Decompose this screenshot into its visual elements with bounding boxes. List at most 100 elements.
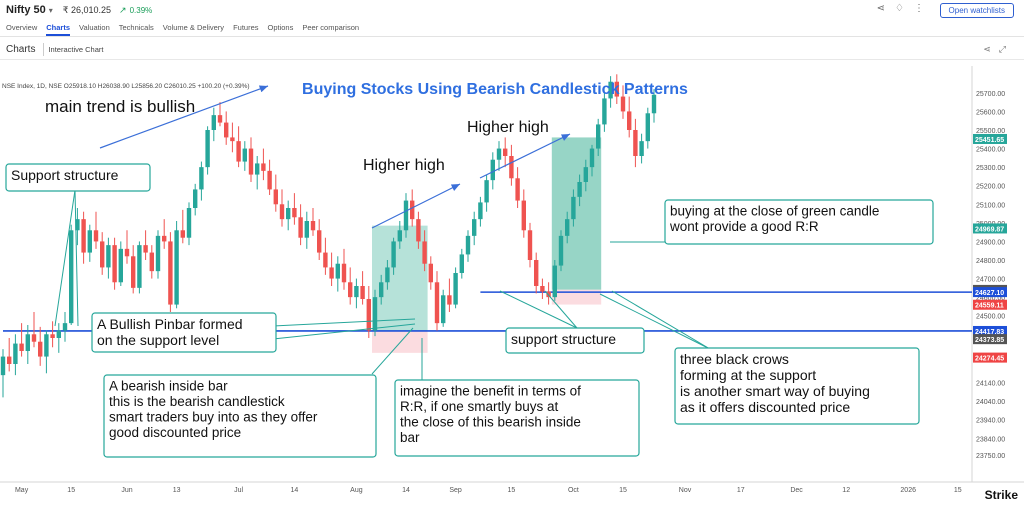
- candle-body: [434, 282, 440, 324]
- candle-body: [304, 221, 309, 238]
- candle-body: [546, 291, 551, 298]
- price-label-bg: [973, 299, 1007, 310]
- connector-support-right-1: [544, 290, 578, 329]
- candle-body: [447, 295, 452, 305]
- candle-body: [273, 189, 278, 205]
- candle-body: [540, 286, 545, 292]
- connector-crows-1: [599, 293, 711, 350]
- green-candle-rr-box-frame: [664, 199, 934, 245]
- x-tick-label: 14: [291, 487, 299, 494]
- three-black-crows-box-line: forming at the support: [680, 367, 816, 383]
- candle-body: [7, 356, 12, 364]
- candle-body: [633, 130, 638, 156]
- three-black-crows-box-line: three black crows: [680, 351, 789, 367]
- benefit-rr-box-line: R:R, if one smartly buys at: [400, 399, 559, 414]
- price-label-bg: [973, 325, 1007, 336]
- candle-body: [13, 343, 18, 364]
- candle-body: [645, 113, 650, 142]
- tab-overview[interactable]: Overview: [6, 23, 38, 32]
- y-tick-label: 24800.00: [976, 258, 1005, 265]
- candle-body: [459, 254, 464, 273]
- share-icon[interactable]: ⋖: [876, 3, 886, 14]
- tab-peer-comparison[interactable]: Peer comparison: [302, 23, 360, 32]
- three-black-crows-box-line: is another smart way of buying: [680, 383, 870, 399]
- tab-technicals[interactable]: Technicals: [118, 23, 154, 32]
- candle-body: [50, 334, 55, 338]
- candle-body: [155, 235, 161, 272]
- candle-body: [75, 219, 80, 231]
- symbol-name: Nifty 50: [6, 4, 46, 16]
- candle-body: [317, 230, 322, 253]
- chevron-down-icon[interactable]: ▾: [48, 5, 53, 15]
- top-bar: Nifty 50 ▾ ₹ 26,010.25 ↗ 0.39% ⋖ ♢ ⋮ Ope…: [0, 0, 1024, 20]
- candle-body: [627, 111, 632, 130]
- strike-logo: Strike: [984, 488, 1018, 502]
- connector-pinbar-2: [272, 323, 416, 340]
- more-vert-icon[interactable]: ⋮: [914, 3, 924, 14]
- candle-body: [292, 208, 297, 218]
- candle-body: [478, 202, 483, 220]
- candle-body: [56, 330, 61, 338]
- candle-body: [391, 241, 396, 268]
- candle-body: [453, 273, 458, 305]
- candle-body: [298, 217, 303, 238]
- candlestick-chart[interactable]: 25700.00 25600.00 25500.00 25400.00 25300.00…: [0, 66, 1024, 505]
- price-label-bg: [973, 223, 1007, 234]
- connector-pinbar-1: [272, 318, 416, 327]
- candle-body: [465, 235, 471, 255]
- x-tick-label: Sep: [449, 487, 462, 494]
- candle-body: [577, 182, 582, 197]
- tab-bar: Overview Charts Valuation Technicals Vol…: [0, 21, 1024, 37]
- three-black-crows-box-frame: [674, 347, 920, 425]
- y-tick-label: 25300.00: [976, 165, 1005, 172]
- tab-options[interactable]: Options: [267, 23, 294, 32]
- tab-volume-delivery[interactable]: Volume & Delivery: [162, 23, 225, 32]
- candle-body: [552, 265, 557, 298]
- candle-body: [348, 282, 353, 298]
- y-tick-label: 24040.00: [976, 399, 1005, 406]
- price-label: 24373.85: [975, 337, 1004, 344]
- candle-body: [602, 98, 607, 125]
- candle-body: [379, 282, 384, 298]
- candle-body: [472, 219, 477, 236]
- candle-body: [329, 267, 334, 279]
- price-label-bg: [973, 352, 1007, 363]
- candle-body: [651, 94, 657, 114]
- candle-body: [521, 200, 526, 231]
- bell-icon[interactable]: ♢: [895, 3, 904, 14]
- expand-icon[interactable]: ⤢: [998, 44, 1006, 54]
- candle-body: [199, 167, 204, 190]
- candle-body: [354, 286, 359, 298]
- candle-body: [236, 141, 241, 162]
- support-structure-box-left-line: Support structure: [11, 167, 119, 183]
- candle-body: [416, 219, 421, 242]
- charts-title: Charts: [6, 44, 36, 55]
- benefit-rr-box-line: imagine the benefit in terms of: [400, 384, 581, 399]
- candle-body: [403, 200, 409, 231]
- trend-up-icon: ↗: [119, 4, 127, 15]
- interactive-chart-chip[interactable]: Interactive Chart: [43, 43, 107, 56]
- candle-body: [372, 297, 378, 331]
- x-tick-label: Nov: [679, 487, 692, 494]
- candle-body: [484, 180, 489, 203]
- candle-body: [255, 163, 260, 175]
- support-structure-box-right-line: support structure: [511, 331, 616, 347]
- trend-arrow: [99, 85, 269, 149]
- open-watchlists-button[interactable]: Open watchlists: [939, 3, 1014, 18]
- candle-body: [428, 263, 433, 283]
- tab-charts[interactable]: Charts: [46, 21, 71, 36]
- tab-valuation[interactable]: Valuation: [79, 23, 110, 32]
- candle-body: [335, 263, 340, 279]
- candle-body: [93, 230, 99, 242]
- green-candle-rr-box-line: buying at the close of green candle: [670, 204, 879, 219]
- candle-body: [534, 260, 539, 286]
- current-price: ₹ 26,010.25: [62, 4, 112, 15]
- candle-body: [211, 115, 216, 130]
- share-icon[interactable]: ⋖: [983, 44, 991, 54]
- tab-futures[interactable]: Futures: [233, 23, 259, 32]
- connector-crows-2: [611, 290, 711, 350]
- candle-body: [69, 230, 74, 324]
- x-tick-label: Jun: [121, 487, 132, 494]
- benefit-rr-box-frame: [394, 379, 640, 457]
- y-tick-label: 25500.00: [976, 128, 1005, 135]
